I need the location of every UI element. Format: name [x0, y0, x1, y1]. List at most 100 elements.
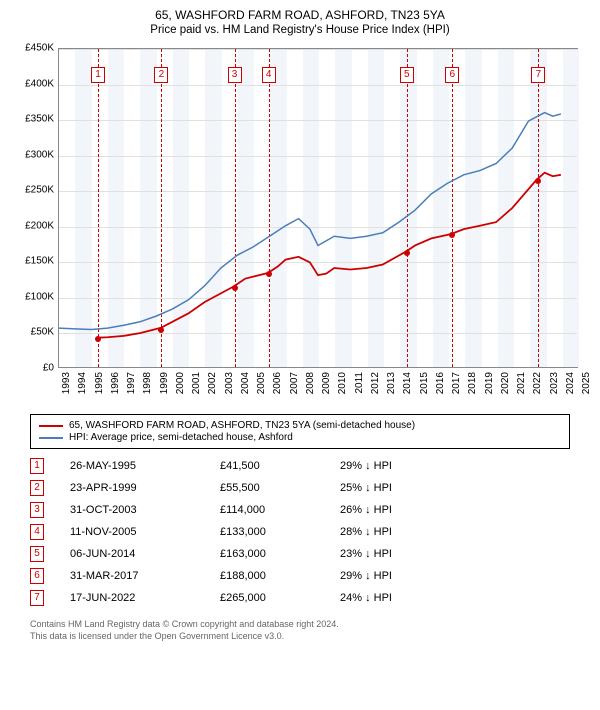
x-tick-label: 1996: [110, 372, 121, 394]
sale-row: 2 23-APR-1999£55,50025% ↓ HPI: [30, 477, 570, 499]
sales-table: 126-MAY-1995£41,50029% ↓ HPI 2 23-APR-1999…: [30, 455, 570, 609]
sale-diff: 24% ↓ HPI: [340, 592, 460, 604]
x-tick-label: 2012: [370, 372, 381, 394]
sale-row: 126-MAY-1995£41,50029% ↓ HPI: [30, 455, 570, 477]
series-property: [98, 173, 561, 338]
sale-diff: 29% ↓ HPI: [340, 570, 460, 582]
sale-dot: [158, 327, 164, 333]
sale-diff: 26% ↓ HPI: [340, 504, 460, 516]
sale-marker-box: 4: [262, 67, 276, 83]
sale-index-box: 5: [30, 546, 44, 562]
sale-index-box: 2: [30, 480, 44, 496]
sale-date: 17-JUN-2022: [70, 592, 220, 604]
sale-date: 06-JUN-2014: [70, 548, 220, 560]
legend-row: 65, WASHFORD FARM ROAD, ASHFORD, TN23 5Y…: [39, 420, 561, 431]
x-tick-label: 2020: [500, 372, 511, 394]
sale-marker-box: 7: [531, 67, 545, 83]
y-tick-label: £250K: [25, 185, 54, 196]
x-tick-label: 2014: [402, 372, 413, 394]
sale-index-box: 4: [30, 524, 44, 540]
sale-price: £55,500: [220, 482, 340, 494]
x-tick-label: 2000: [175, 372, 186, 394]
x-tick-label: 2023: [549, 372, 560, 394]
legend-label: HPI: Average price, semi-detached house,…: [69, 432, 293, 443]
x-tick-label: 2013: [386, 372, 397, 394]
x-tick-label: 2025: [581, 372, 592, 394]
sale-date: 31-OCT-2003: [70, 504, 220, 516]
y-tick-label: £400K: [25, 78, 54, 89]
x-tick-label: 2015: [419, 372, 430, 394]
sale-marker-box: 1: [91, 67, 105, 83]
x-tick-label: 1998: [142, 372, 153, 394]
y-tick-label: £450K: [25, 43, 54, 54]
sale-dot: [535, 178, 541, 184]
y-tick-label: £0: [43, 363, 54, 374]
footnote-line: This data is licensed under the Open Gov…: [30, 631, 570, 643]
sale-row: 7 17-JUN-2022£265,00024% ↓ HPI: [30, 587, 570, 609]
x-tick-label: 2009: [321, 372, 332, 394]
x-tick-label: 2008: [305, 372, 316, 394]
sale-dot: [95, 336, 101, 342]
x-tick-label: 2003: [224, 372, 235, 394]
x-tick-label: 2005: [256, 372, 267, 394]
sale-dot: [232, 285, 238, 291]
footnote-line: Contains HM Land Registry data © Crown c…: [30, 619, 570, 631]
x-tick-label: 2022: [532, 372, 543, 394]
sale-price: £114,000: [220, 504, 340, 516]
sale-price: £163,000: [220, 548, 340, 560]
x-tick-label: 2010: [337, 372, 348, 394]
y-tick-label: £100K: [25, 291, 54, 302]
x-tick-label: 2016: [435, 372, 446, 394]
legend-label: 65, WASHFORD FARM ROAD, ASHFORD, TN23 5Y…: [69, 420, 415, 431]
sale-diff: 29% ↓ HPI: [340, 460, 460, 472]
x-tick-label: 2001: [191, 372, 202, 394]
x-tick-label: 1994: [77, 372, 88, 394]
sale-row: 6 31-MAR-2017£188,00029% ↓ HPI: [30, 565, 570, 587]
plot-area: 1234567: [58, 48, 578, 368]
sale-diff: 23% ↓ HPI: [340, 548, 460, 560]
sale-date: 23-APR-1999: [70, 482, 220, 494]
sale-marker-box: 5: [400, 67, 414, 83]
sale-price: £265,000: [220, 592, 340, 604]
sale-price: £188,000: [220, 570, 340, 582]
legend-swatch: [39, 425, 63, 427]
x-tick-label: 2002: [207, 372, 218, 394]
sale-row: 3 31-OCT-2003£114,00026% ↓ HPI: [30, 499, 570, 521]
sale-index-box: 7: [30, 590, 44, 606]
y-tick-label: £150K: [25, 256, 54, 267]
page-subtitle: Price paid vs. HM Land Registry's House …: [10, 24, 590, 36]
series-hpi: [59, 113, 561, 330]
legend-swatch: [39, 437, 63, 439]
x-tick-label: 2011: [354, 372, 365, 394]
legend-row: HPI: Average price, semi-detached house,…: [39, 432, 561, 443]
legend: 65, WASHFORD FARM ROAD, ASHFORD, TN23 5Y…: [30, 414, 570, 449]
x-tick-label: 2017: [451, 372, 462, 394]
x-tick-label: 1993: [61, 372, 72, 394]
sale-dot: [266, 271, 272, 277]
sale-index-box: 6: [30, 568, 44, 584]
sale-marker-box: 6: [445, 67, 459, 83]
sale-row: 5 06-JUN-2014£163,00023% ↓ HPI: [30, 543, 570, 565]
y-tick-label: £50K: [31, 327, 54, 338]
sale-row: 411-NOV-2005£133,00028% ↓ HPI: [30, 521, 570, 543]
sale-index-box: 3: [30, 502, 44, 518]
chart-lines: [59, 49, 577, 367]
sale-price: £41,500: [220, 460, 340, 472]
x-tick-label: 2004: [240, 372, 251, 394]
x-tick-label: 2019: [484, 372, 495, 394]
sale-marker-box: 2: [154, 67, 168, 83]
x-tick-label: 2021: [516, 372, 527, 394]
x-tick-label: 1999: [159, 372, 170, 394]
page-title: 65, WASHFORD FARM ROAD, ASHFORD, TN23 5Y…: [10, 8, 590, 22]
sale-date: 11-NOV-2005: [70, 526, 220, 538]
x-tick-label: 2006: [272, 372, 283, 394]
sale-diff: 25% ↓ HPI: [340, 482, 460, 494]
x-tick-label: 1995: [94, 372, 105, 394]
sale-index-box: 1: [30, 458, 44, 474]
x-tick-label: 2018: [467, 372, 478, 394]
sale-diff: 28% ↓ HPI: [340, 526, 460, 538]
x-tick-label: 1997: [126, 372, 137, 394]
sale-dot: [449, 232, 455, 238]
y-tick-label: £200K: [25, 220, 54, 231]
sale-date: 31-MAR-2017: [70, 570, 220, 582]
